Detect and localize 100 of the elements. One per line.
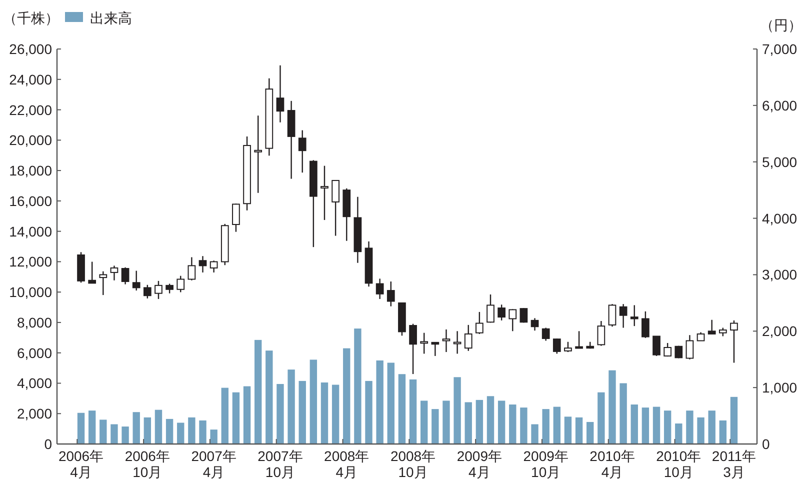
bar (598, 392, 605, 444)
x-tick-label: 2011年 3月 (712, 448, 756, 480)
bar (652, 406, 660, 444)
candlestick (442, 328, 450, 353)
bar (675, 423, 682, 444)
candlestick (564, 341, 572, 353)
candlestick (254, 114, 262, 194)
candlestick (530, 318, 539, 332)
x-tick-label: 2006年 10月 (124, 448, 170, 480)
y-axis-title: （千株） (3, 10, 59, 26)
bar (232, 392, 240, 444)
y-tick-label: 6,000 (16, 344, 52, 361)
x-tick-label: 2008年 10月 (390, 448, 436, 480)
candlestick (453, 330, 462, 354)
bar (564, 416, 572, 444)
y2-tick-label: 7,000 (762, 41, 798, 57)
bar (442, 400, 450, 444)
x-tick-label: 2009年 4月 (456, 448, 502, 480)
candlestick (332, 180, 340, 236)
bar (376, 360, 384, 444)
candlestick (608, 303, 616, 328)
candlestick (198, 255, 207, 274)
bar (144, 417, 152, 444)
bar (586, 422, 594, 444)
bar (88, 410, 96, 444)
bar (730, 396, 738, 444)
candlestick (520, 307, 528, 324)
bar (398, 374, 406, 444)
candlestick (498, 304, 506, 322)
bar (110, 424, 118, 444)
x-tick-label: 2007年 10月 (258, 448, 303, 480)
y-tick-label: 10,000 (9, 284, 52, 300)
candlestick (232, 203, 240, 232)
bar (553, 406, 560, 444)
bar (608, 370, 616, 444)
bar (708, 410, 716, 444)
bar (476, 400, 484, 444)
candlestick (276, 64, 284, 123)
bar (298, 380, 306, 444)
y2-tick-label: 5,000 (762, 154, 798, 170)
y-tick-label: 14,000 (9, 223, 52, 240)
bar (409, 379, 417, 444)
bar (432, 409, 439, 444)
y2-axis-title: （円） (760, 17, 800, 33)
candlestick (420, 332, 428, 354)
y2-tick-label: 0 (762, 436, 770, 452)
bar (188, 417, 196, 444)
candlestick (431, 342, 440, 357)
bar (177, 422, 184, 444)
y-tick-label: 16,000 (9, 192, 52, 209)
candlestick (476, 311, 484, 335)
candlestick (542, 327, 550, 342)
bar (166, 418, 174, 444)
x-tick-label: 2008年 4月 (324, 448, 370, 480)
bar (132, 412, 140, 444)
candlestick (730, 320, 738, 364)
bar (486, 396, 494, 444)
candlestick (552, 338, 561, 354)
candlestick (708, 319, 716, 335)
bar (387, 362, 394, 444)
bar (520, 408, 528, 444)
candlestick (298, 130, 306, 174)
y2-tick-label: 4,000 (762, 210, 798, 226)
bar (464, 402, 472, 444)
bar (542, 409, 550, 444)
candlestick (642, 310, 650, 339)
bar (642, 408, 650, 444)
candlestick (154, 280, 162, 300)
candlestick (176, 275, 185, 293)
bar (276, 384, 284, 444)
y-tick-label: 4,000 (16, 375, 52, 392)
y-tick-label: 0 (44, 436, 52, 452)
bar (199, 420, 206, 444)
candlestick (486, 294, 494, 324)
candlestick (619, 303, 628, 328)
y2-tick-label: 6,000 (762, 97, 798, 114)
bar (531, 424, 538, 444)
bar (221, 388, 228, 444)
bar (122, 426, 129, 444)
bar (686, 410, 694, 444)
bar (320, 382, 328, 444)
bar (697, 417, 704, 444)
bar (210, 430, 218, 444)
candlestick (464, 324, 472, 352)
candlestick (143, 284, 152, 300)
candlestick (630, 304, 638, 327)
y2-tick-label: 1,000 (762, 380, 798, 396)
candlestick (320, 165, 328, 221)
y-tick-label: 26,000 (9, 41, 52, 57)
candlestick (99, 270, 108, 296)
bar (243, 386, 251, 444)
candlestick (686, 334, 694, 360)
candlestick (121, 266, 130, 285)
x-tick-label: 2006年 4月 (58, 448, 104, 480)
x-tick-label: 2010年 4月 (590, 448, 635, 480)
bar (154, 410, 162, 444)
legend-label: 出来高 (90, 10, 132, 26)
bar (498, 400, 506, 444)
candlestick (664, 342, 672, 358)
y2-tick-label: 3,000 (762, 266, 798, 283)
